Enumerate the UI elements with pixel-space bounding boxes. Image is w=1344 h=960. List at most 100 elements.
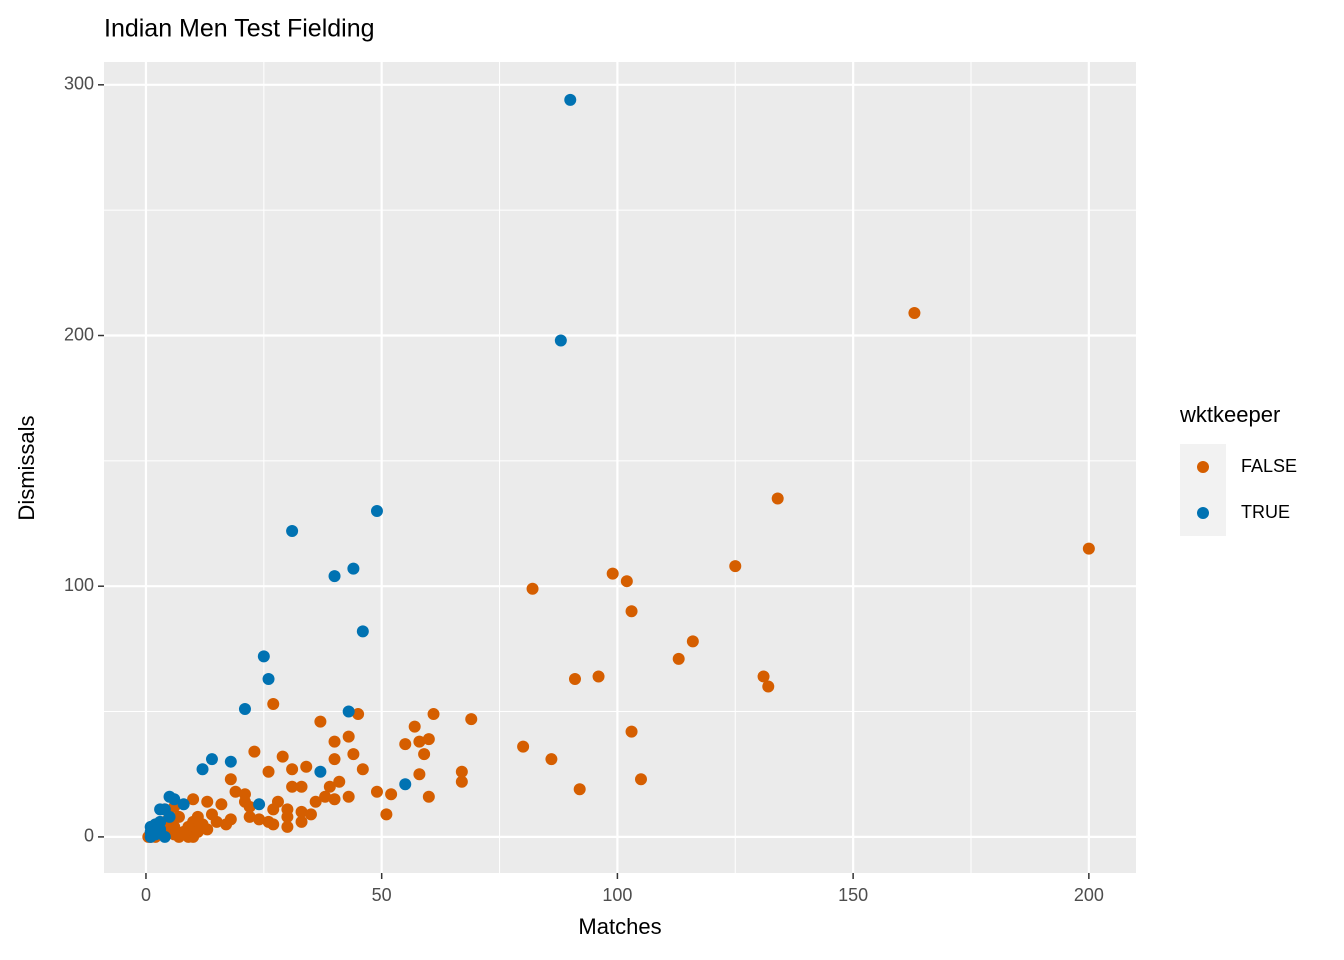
point (295, 815, 308, 828)
point (229, 785, 242, 798)
point (243, 810, 256, 823)
point (625, 725, 638, 738)
point (328, 753, 341, 766)
point (526, 582, 539, 595)
point (163, 810, 176, 823)
point (314, 765, 327, 778)
point (248, 745, 261, 758)
point (276, 750, 289, 763)
point (205, 753, 218, 766)
point (328, 793, 341, 806)
point (620, 575, 633, 588)
point (342, 705, 355, 718)
y-tick-label: 200 (64, 324, 94, 344)
legend-title: wktkeeper (1179, 402, 1280, 427)
point (304, 808, 317, 821)
point (267, 818, 280, 831)
point (399, 778, 412, 791)
point (606, 567, 619, 580)
point (253, 813, 266, 826)
point (177, 798, 190, 811)
point (342, 730, 355, 743)
point (295, 780, 308, 793)
point (323, 780, 336, 793)
panel (104, 62, 1136, 873)
point (455, 765, 468, 778)
point (281, 820, 294, 833)
point (215, 798, 228, 811)
legend: FALSE TRUE (1180, 444, 1297, 536)
x-tick-label: 0 (141, 885, 151, 905)
point (286, 780, 299, 793)
point (300, 760, 313, 773)
point (356, 625, 369, 638)
x-axis-title: Matches (578, 914, 661, 939)
point (286, 763, 299, 776)
point (554, 334, 567, 347)
point (238, 703, 251, 716)
point (356, 763, 369, 776)
point (168, 793, 181, 806)
point (333, 775, 346, 788)
point (220, 818, 233, 831)
point (191, 825, 204, 838)
point (413, 768, 426, 781)
point (422, 733, 435, 746)
point (413, 735, 426, 748)
point (286, 525, 299, 538)
point (257, 650, 270, 663)
legend-label: FALSE (1241, 456, 1297, 476)
legend-marker (1197, 461, 1209, 473)
point (729, 560, 742, 573)
point (309, 795, 322, 808)
point (908, 306, 921, 319)
legend-label: TRUE (1241, 502, 1290, 522)
y-tick-label: 300 (64, 74, 94, 94)
point (564, 93, 577, 106)
point (762, 680, 775, 693)
chart-title: Indian Men Test Fielding (104, 15, 375, 43)
point (342, 790, 355, 803)
point (347, 748, 360, 761)
point (771, 492, 784, 505)
y-axis-title: Dismissals (14, 415, 39, 520)
points (142, 93, 1095, 843)
point (573, 783, 586, 796)
point (328, 570, 341, 583)
point (380, 808, 393, 821)
y-tick-label: 0 (84, 826, 94, 846)
point (568, 672, 581, 685)
point (517, 740, 530, 753)
point (187, 793, 200, 806)
point (418, 748, 431, 761)
point (158, 830, 171, 843)
x-tick-label: 150 (838, 885, 868, 905)
point (281, 810, 294, 823)
point (196, 763, 209, 776)
point (262, 672, 275, 685)
point (149, 825, 162, 838)
point (224, 755, 237, 768)
point (172, 810, 185, 823)
point (177, 828, 190, 841)
point (592, 670, 605, 683)
point (634, 773, 647, 786)
y-tick-label: 100 (64, 575, 94, 595)
point (757, 670, 770, 683)
point (328, 735, 341, 748)
point (370, 785, 383, 798)
legend-marker (1197, 507, 1209, 519)
point (224, 773, 237, 786)
point (267, 698, 280, 711)
point (545, 753, 558, 766)
point (427, 708, 440, 721)
point (686, 635, 699, 648)
point (168, 828, 181, 841)
point (243, 800, 256, 813)
x-tick-label: 100 (602, 885, 632, 905)
point (625, 605, 638, 618)
point (1082, 542, 1095, 555)
point (399, 738, 412, 751)
